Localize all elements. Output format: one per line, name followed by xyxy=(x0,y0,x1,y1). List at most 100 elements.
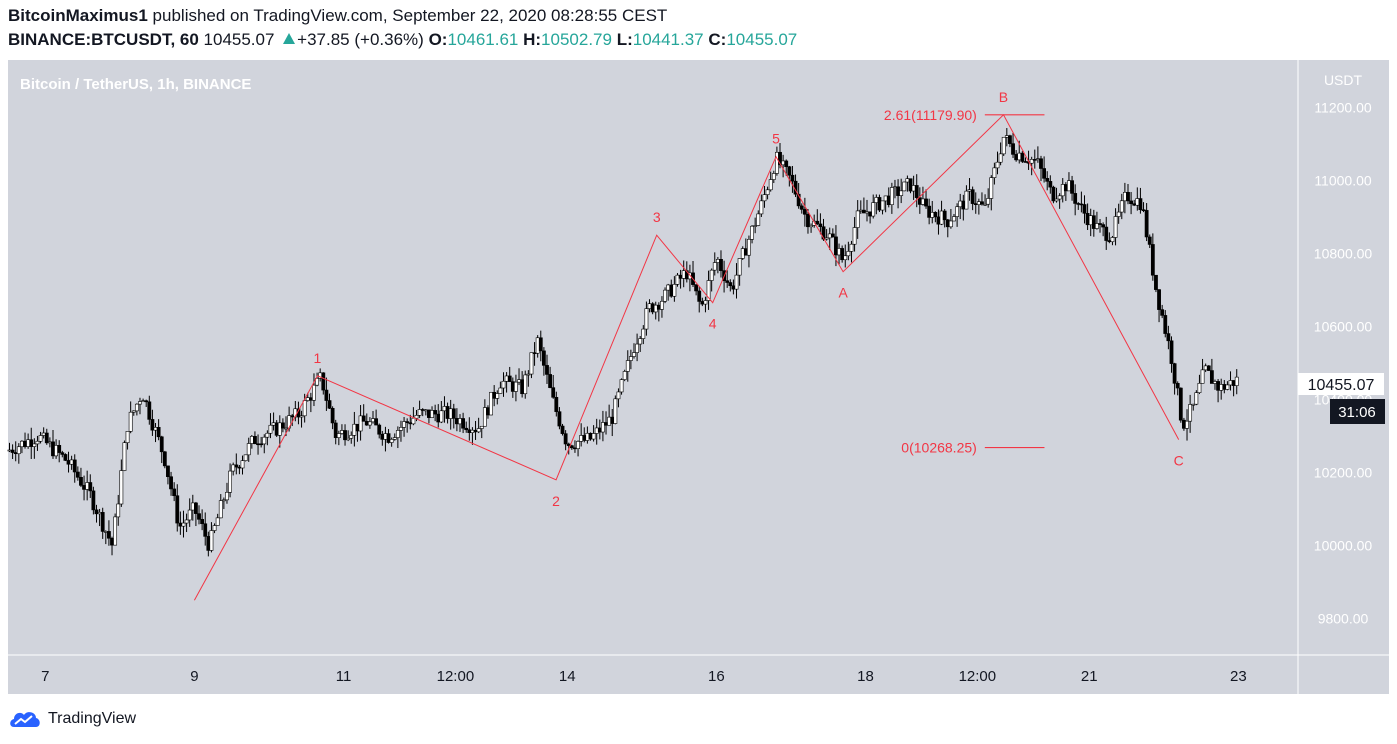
candle-body xyxy=(768,179,773,191)
candle-body xyxy=(234,464,239,468)
candle-body xyxy=(60,452,65,455)
candle-body xyxy=(607,416,612,426)
candle-body xyxy=(747,238,751,256)
candle-body xyxy=(989,177,994,199)
candle-body xyxy=(743,248,748,256)
candle-body xyxy=(327,400,332,409)
candle-body xyxy=(1126,191,1130,202)
candle-body xyxy=(861,209,866,214)
tradingview-footer[interactable]: TradingView xyxy=(8,708,136,730)
candle-body xyxy=(141,400,145,403)
candle-body xyxy=(138,401,142,405)
candle-body xyxy=(560,425,565,434)
candle-body xyxy=(874,197,879,203)
candle-body xyxy=(970,189,975,204)
candle-body xyxy=(942,210,947,221)
candle-body xyxy=(1135,198,1140,206)
candle-body xyxy=(647,303,652,309)
candle-body xyxy=(551,387,556,398)
candle-body xyxy=(563,433,568,445)
candle-body xyxy=(386,433,391,443)
close-label: C: xyxy=(708,30,727,49)
candle-body xyxy=(672,284,677,297)
candle-body xyxy=(281,422,285,429)
candle-body xyxy=(737,258,742,276)
candle-body xyxy=(103,531,108,533)
candle-body xyxy=(1014,154,1019,161)
candle-body xyxy=(305,397,310,401)
candle-body xyxy=(588,432,593,440)
candle-body xyxy=(983,203,987,206)
symbol-label: BINANCE:BTCUSDT, 60 xyxy=(8,30,199,49)
candle-body xyxy=(750,225,754,240)
candle-body xyxy=(784,160,789,167)
candle-body xyxy=(933,212,938,218)
candles xyxy=(7,128,1239,557)
candle-body xyxy=(830,233,835,238)
candle-body xyxy=(998,153,1003,163)
wave-label: 5 xyxy=(772,131,780,147)
candle-body xyxy=(771,173,776,180)
price-tick-label: 11000.00 xyxy=(1314,172,1372,188)
candle-body xyxy=(380,433,385,440)
candle-body xyxy=(1082,204,1087,214)
candle-body xyxy=(1169,340,1174,364)
candle-body xyxy=(653,304,658,313)
candle-body xyxy=(10,449,15,453)
candle-body xyxy=(346,437,351,441)
candle-body xyxy=(187,509,192,521)
candle-body xyxy=(778,151,782,166)
candle-body xyxy=(75,471,80,478)
candle-body xyxy=(896,186,900,196)
candle-body xyxy=(259,443,264,446)
up-arrow-icon xyxy=(283,33,296,44)
candle-body xyxy=(461,418,466,429)
candle-body xyxy=(113,516,118,546)
candle-body xyxy=(32,443,37,447)
time-tick-label: 12:00 xyxy=(959,668,997,685)
candle-body xyxy=(650,303,655,313)
candle-body xyxy=(554,397,559,412)
candle-body xyxy=(1048,181,1053,188)
candle-body xyxy=(299,415,304,418)
candle-body xyxy=(1054,198,1059,202)
candle-body xyxy=(597,427,602,433)
candle-body xyxy=(899,190,904,196)
candle-body xyxy=(930,212,935,218)
candle-body xyxy=(504,375,509,382)
candle-body xyxy=(212,525,217,531)
publish-info: BitcoinMaximus1 published on TradingView… xyxy=(8,6,667,26)
candle-body xyxy=(221,499,226,502)
candle-body xyxy=(134,403,139,412)
candle-body xyxy=(700,301,705,305)
chart-title: Bitcoin / TetherUS, 1h, BINANCE xyxy=(20,76,251,93)
time-tick-label: 11 xyxy=(336,668,352,685)
candle-body xyxy=(1200,369,1205,384)
open-label: O: xyxy=(428,30,448,49)
candle-body xyxy=(1216,381,1220,391)
candle-body xyxy=(433,410,438,415)
candle-body xyxy=(945,219,950,228)
candle-body xyxy=(616,391,621,400)
candle-body xyxy=(1225,384,1230,390)
author-name[interactable]: BitcoinMaximus1 xyxy=(8,6,148,25)
candle-body xyxy=(889,187,894,206)
candle-body xyxy=(119,470,124,505)
candle-body xyxy=(1144,210,1149,238)
candle-body xyxy=(1029,159,1034,164)
candle-body xyxy=(343,430,347,441)
candle-body xyxy=(277,422,282,436)
candle-body xyxy=(249,436,254,444)
candle-body xyxy=(240,460,245,469)
ohlc-legend: BINANCE:BTCUSDT, 60 10455.07 +37.85 (+0.… xyxy=(8,30,797,50)
candle-body xyxy=(162,451,167,467)
candle-body xyxy=(430,410,434,418)
candle-body xyxy=(734,274,739,290)
candle-body xyxy=(1182,419,1186,429)
candle-body xyxy=(489,391,493,416)
candle-body xyxy=(1228,380,1233,386)
candle-body xyxy=(775,151,779,174)
candle-body xyxy=(361,415,366,422)
candle-body xyxy=(448,408,453,419)
